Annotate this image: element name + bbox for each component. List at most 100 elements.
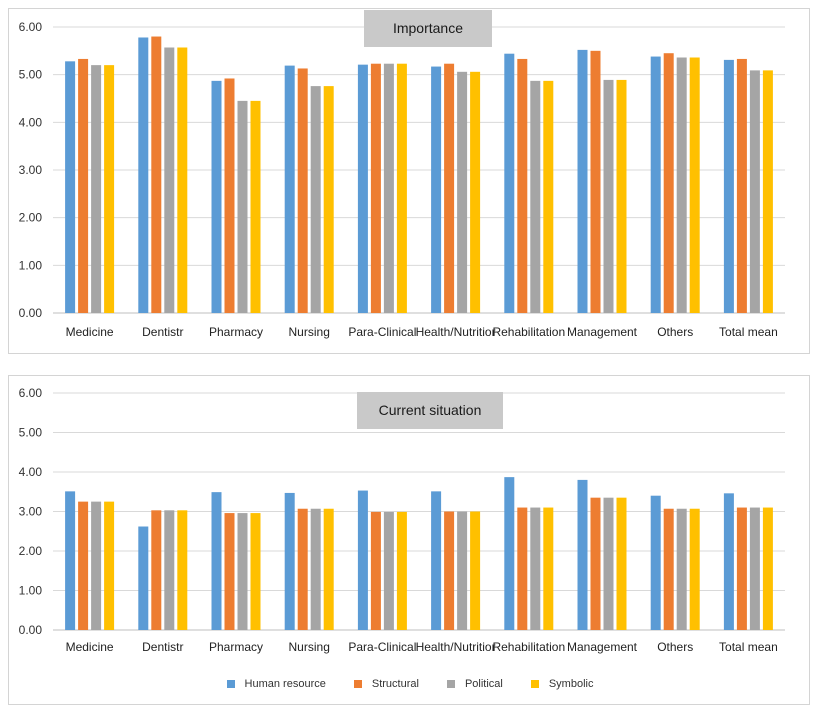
legend-label-structural: Structural bbox=[371, 678, 419, 690]
importance-x-tick-label: Medicine bbox=[66, 325, 114, 339]
importance-x-tick-label: Pharmacy bbox=[209, 325, 263, 339]
current-situation-bar bbox=[250, 513, 261, 630]
current-situation-bar bbox=[151, 510, 162, 630]
importance-x-tick-label: Dentistr bbox=[142, 325, 183, 339]
importance-bar bbox=[78, 58, 89, 313]
legend-label-symbolic: Symbolic bbox=[548, 678, 594, 690]
importance-bar bbox=[91, 65, 102, 313]
importance-bar bbox=[396, 63, 407, 313]
importance-bar bbox=[749, 70, 760, 313]
importance-y-tick-label: 3.00 bbox=[19, 163, 43, 177]
current-situation-bar bbox=[211, 492, 222, 630]
current-situation-x-tick-label: Total mean bbox=[719, 640, 778, 654]
current-situation-bar bbox=[284, 492, 295, 630]
current-situation-x-tick-label: Others bbox=[657, 640, 693, 654]
current-situation-bar bbox=[65, 491, 76, 630]
legend-item-political: Political bbox=[446, 676, 503, 692]
importance-bar bbox=[444, 63, 455, 313]
importance-bar bbox=[736, 58, 747, 313]
importance-y-tick-label: 6.00 bbox=[19, 20, 43, 34]
importance-bar bbox=[517, 58, 528, 313]
current-situation-bar bbox=[762, 507, 773, 630]
importance-bar bbox=[177, 47, 188, 313]
importance-bar bbox=[104, 65, 115, 313]
importance-bar bbox=[323, 86, 334, 314]
current-situation-x-tick-label: Para-Clinical bbox=[348, 640, 416, 654]
importance-bar bbox=[224, 78, 235, 313]
current-situation-y-tick-label: 6.00 bbox=[19, 386, 43, 400]
current-situation-bar bbox=[138, 526, 149, 630]
current-situation-bar bbox=[431, 491, 442, 630]
importance-bar bbox=[457, 71, 468, 313]
current-situation-y-tick-label: 2.00 bbox=[19, 544, 43, 558]
current-situation-x-tick-label: Nursing bbox=[289, 640, 330, 654]
importance-x-tick-label: Total mean bbox=[719, 325, 778, 339]
current-situation-chart-title: Current situation bbox=[357, 392, 503, 429]
importance-bar bbox=[250, 100, 261, 313]
importance-bar bbox=[370, 63, 381, 313]
current-situation-bar bbox=[517, 507, 528, 630]
importance-x-tick-label: Rehabilitation bbox=[492, 325, 565, 339]
importance-bar bbox=[616, 79, 627, 313]
importance-bar bbox=[310, 86, 321, 314]
importance-y-tick-label: 5.00 bbox=[19, 68, 43, 82]
current-situation-bar bbox=[164, 510, 175, 630]
importance-y-tick-label: 4.00 bbox=[19, 115, 43, 129]
importance-bar bbox=[590, 50, 601, 313]
importance-bar bbox=[543, 80, 554, 313]
importance-bar bbox=[431, 66, 442, 314]
current-situation-bar bbox=[396, 511, 407, 630]
current-situation-y-tick-label: 5.00 bbox=[19, 426, 43, 440]
importance-bar bbox=[297, 68, 308, 313]
current-situation-bar bbox=[470, 511, 481, 630]
current-situation-x-tick-label: Medicine bbox=[66, 640, 114, 654]
importance-chart-title: Importance bbox=[364, 10, 492, 47]
current-situation-bar bbox=[78, 501, 89, 630]
importance-bar bbox=[284, 65, 295, 313]
importance-y-tick-label: 1.00 bbox=[19, 258, 43, 272]
current-situation-x-tick-label: Dentistr bbox=[142, 640, 183, 654]
current-situation-y-tick-label: 1.00 bbox=[19, 584, 43, 598]
current-situation-x-tick-label: Rehabilitation bbox=[492, 640, 565, 654]
importance-bar bbox=[164, 47, 175, 313]
importance-x-tick-label: Health/Nutritior bbox=[416, 325, 496, 339]
importance-bar bbox=[357, 64, 368, 313]
current-situation-bar bbox=[177, 510, 188, 630]
chart-legend: Human resource Structural Political Symb… bbox=[0, 676, 820, 692]
importance-bar bbox=[530, 80, 541, 313]
importance-bar bbox=[676, 57, 687, 313]
importance-bar bbox=[663, 53, 674, 313]
legend-label-political: Political bbox=[464, 678, 503, 690]
current-situation-bar bbox=[237, 513, 248, 630]
importance-bar bbox=[138, 37, 149, 314]
current-situation-y-tick-label: 0.00 bbox=[19, 623, 43, 637]
importance-x-tick-label: Others bbox=[657, 325, 693, 339]
importance-x-tick-label: Para-Clinical bbox=[348, 325, 416, 339]
legend-swatch-structural bbox=[353, 680, 362, 688]
current-situation-bar bbox=[590, 497, 601, 630]
current-situation-bar bbox=[736, 507, 747, 630]
importance-bar bbox=[723, 59, 734, 313]
current-situation-bar bbox=[676, 508, 687, 630]
current-situation-y-tick-label: 3.00 bbox=[19, 505, 43, 519]
legend-label-human-resource: Human resource bbox=[244, 678, 326, 690]
importance-bar bbox=[603, 79, 614, 313]
current-situation-x-tick-label: Health/Nutritior bbox=[416, 640, 496, 654]
legend-item-structural: Structural bbox=[353, 676, 419, 692]
current-situation-bar bbox=[310, 508, 321, 630]
legend-swatch-human-resource bbox=[226, 680, 235, 688]
current-situation-bar bbox=[383, 511, 394, 630]
current-situation-bar bbox=[104, 501, 115, 630]
legend-item-human-resource: Human resource bbox=[226, 676, 326, 692]
importance-y-tick-label: 2.00 bbox=[19, 211, 43, 225]
importance-bar bbox=[577, 49, 588, 313]
importance-y-tick-label: 0.00 bbox=[19, 306, 43, 320]
current-situation-bar bbox=[224, 513, 235, 630]
current-situation-bar bbox=[749, 507, 760, 630]
current-situation-x-tick-label: Management bbox=[567, 640, 638, 654]
current-situation-bar bbox=[723, 493, 734, 630]
importance-bar bbox=[237, 100, 248, 313]
importance-bar bbox=[383, 63, 394, 313]
current-situation-bar bbox=[357, 490, 368, 630]
